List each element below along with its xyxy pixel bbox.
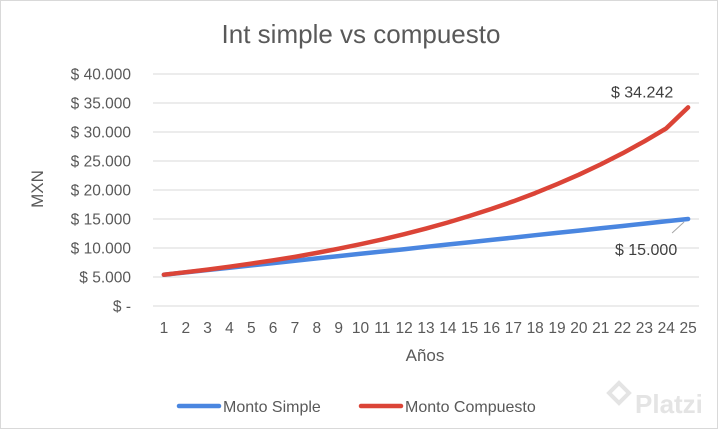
series-line-monto-compuesto	[161, 105, 691, 277]
x-tick-label: 18	[527, 320, 544, 337]
watermark-text: Platzi	[635, 389, 703, 419]
y-tick-label: $ 20.000	[71, 183, 132, 200]
x-tick-label: 20	[570, 320, 588, 337]
x-tick-label: 25	[679, 320, 696, 337]
legend-label-monto-compuesto: Monto Compuesto	[405, 399, 536, 416]
y-tick-label: $ 40.000	[71, 67, 132, 84]
platzi-logo-icon	[606, 380, 632, 406]
y-axis-label: MXN	[28, 170, 47, 208]
x-tick-label: 7	[291, 320, 300, 337]
x-axis-ticks: 1 2 3 4 5 6 7 8 9 10 11 12 13 14 15 16 17 18 19 20 21 22 23 24 2…	[160, 320, 697, 337]
watermark: Platzi	[606, 380, 703, 419]
y-tick-label: $ -	[113, 299, 131, 316]
chart-title: Int simple vs compuesto	[222, 19, 501, 49]
x-tick-label: 14	[439, 320, 457, 337]
y-tick-label: $ 35.000	[71, 96, 132, 113]
x-tick-label: 24	[658, 320, 676, 337]
data-label-compuesto: $ 34.242	[611, 84, 673, 101]
x-tick-label: 13	[417, 320, 434, 337]
x-tick-label: 9	[334, 320, 343, 337]
x-tick-label: 12	[396, 320, 413, 337]
x-tick-label: 10	[352, 320, 370, 337]
x-tick-label: 21	[592, 320, 609, 337]
series-lines	[161, 105, 691, 277]
legend-label-monto-simple: Monto Simple	[223, 399, 321, 416]
x-tick-label: 23	[636, 320, 653, 337]
x-tick-label: 19	[548, 320, 565, 337]
gridlines	[153, 73, 699, 307]
data-label-simple: $ 15.000	[615, 242, 677, 259]
y-axis-ticks: $ - $ 5.000 $ 10.000 $ 15.000 $ 20.000 $ 25.0…	[71, 67, 132, 316]
x-tick-label: 6	[269, 320, 278, 337]
y-tick-label: $ 10.000	[71, 241, 132, 258]
x-tick-label: 5	[247, 320, 256, 337]
x-axis-label: Años	[406, 346, 445, 365]
legend: Monto Simple Monto Compuesto	[176, 399, 536, 416]
data-label-leader-line	[671, 221, 685, 234]
x-tick-label: 22	[614, 320, 631, 337]
x-tick-label: 1	[160, 320, 169, 337]
x-tick-label: 2	[181, 320, 190, 337]
x-tick-label: 11	[374, 320, 390, 337]
x-tick-label: 15	[461, 320, 478, 337]
y-tick-label: $ 5.000	[79, 270, 131, 287]
y-tick-label: $ 15.000	[71, 212, 132, 229]
x-tick-label: 4	[225, 320, 234, 337]
x-tick-label: 3	[203, 320, 212, 337]
y-tick-label: $ 25.000	[71, 154, 132, 171]
x-tick-label: 8	[312, 320, 321, 337]
data-labels: $ 34.242 $ 15.000	[611, 84, 685, 259]
x-tick-label: 16	[483, 320, 500, 337]
y-tick-label: $ 30.000	[71, 125, 132, 142]
x-tick-label: 17	[505, 320, 522, 337]
